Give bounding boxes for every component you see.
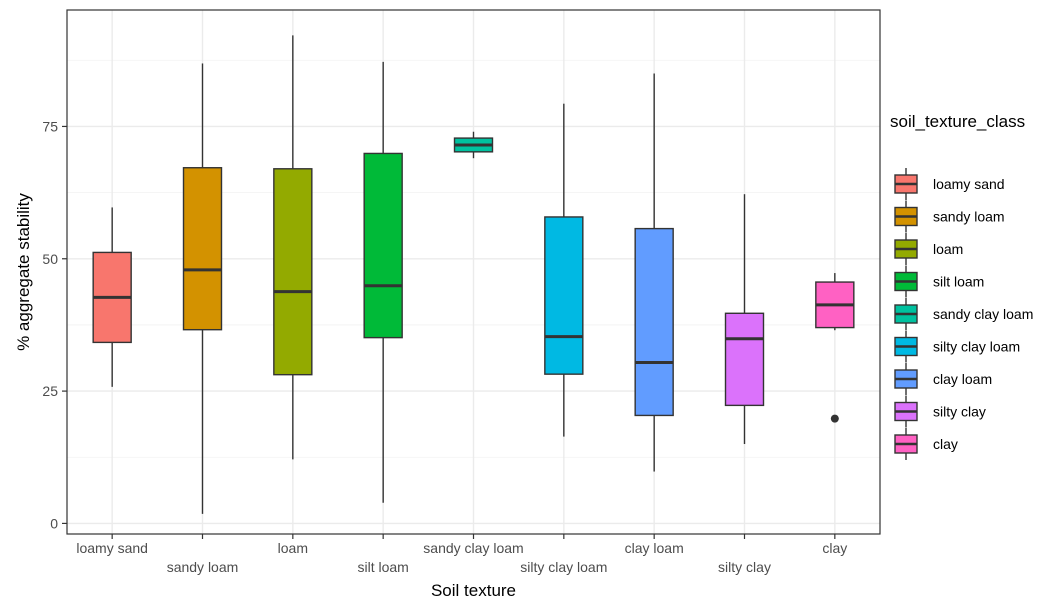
legend-item-loam: loam	[894, 233, 963, 265]
legend-label: silt loam	[933, 274, 984, 290]
legend-item-clay: clay	[894, 428, 958, 460]
y-axis-title: % aggregate stability	[14, 193, 33, 351]
x-tick-label: silt loam	[357, 559, 408, 575]
x-tick-label: clay	[822, 540, 847, 556]
box-silty-clay-loam	[544, 103, 584, 437]
x-tick-label: loam	[278, 540, 308, 556]
x-tick-label: clay loam	[625, 540, 684, 556]
legend-item-silty-clay: silty clay	[894, 395, 986, 428]
y-tick-label: 0	[50, 515, 58, 531]
box-body	[182, 167, 223, 331]
box-body	[544, 216, 584, 375]
box-sandy-clay-loam	[453, 131, 494, 159]
x-tick-label: silty clay loam	[520, 559, 607, 575]
box-silt-loam	[363, 61, 403, 503]
box-sandy-loam	[182, 63, 223, 514]
box-body	[273, 168, 313, 376]
legend-label: sandy loam	[933, 209, 1005, 225]
legend: soil_texture_class loamy sand sandy loam l…	[890, 112, 1033, 460]
box-loamy-sand	[92, 207, 132, 387]
box-body	[634, 227, 674, 417]
axes-layer: 0 25 50 75 loamy sand sandy loam loam silt loam…	[42, 118, 847, 575]
legend-item-sandy-loam: sandy loam	[894, 200, 1005, 233]
legend-title: soil_texture_class	[890, 112, 1025, 131]
x-tick-label: silty clay	[718, 559, 771, 575]
box-body	[363, 152, 403, 339]
x-tick-label: sandy loam	[167, 559, 239, 575]
legend-label: clay loam	[933, 371, 992, 387]
legend-label: sandy clay loam	[933, 306, 1033, 322]
legend-item-clay-loam: clay loam	[894, 363, 992, 395]
box-loam	[273, 35, 313, 460]
legend-label: loamy sand	[933, 176, 1005, 192]
x-axis-title: Soil texture	[431, 581, 516, 600]
legend-item-silty-clay-loam: silty clay loam	[894, 330, 1020, 363]
y-tick-label: 50	[42, 251, 58, 267]
x-tick-label: sandy clay loam	[423, 540, 523, 556]
boxes-layer	[92, 35, 855, 514]
legend-label: clay	[933, 436, 958, 452]
legend-label: silty clay loam	[933, 339, 1020, 355]
outlier-point	[830, 414, 839, 423]
y-tick-label: 25	[42, 383, 58, 399]
legend-item-silt-loam: silt loam	[894, 265, 984, 298]
x-tick-label: loamy sand	[76, 540, 148, 556]
y-tick-label: 75	[42, 118, 58, 134]
legend-label: loam	[933, 241, 963, 257]
box-body	[724, 312, 765, 407]
legend-label: silty clay	[933, 404, 986, 420]
box-silty-clay	[724, 194, 765, 445]
box-clay-loam	[634, 73, 674, 472]
legend-item-loamy-sand: loamy sand	[894, 168, 1005, 200]
box-clay	[815, 273, 855, 423]
legend-item-sandy-clay-loam: sandy clay loam	[894, 298, 1033, 330]
